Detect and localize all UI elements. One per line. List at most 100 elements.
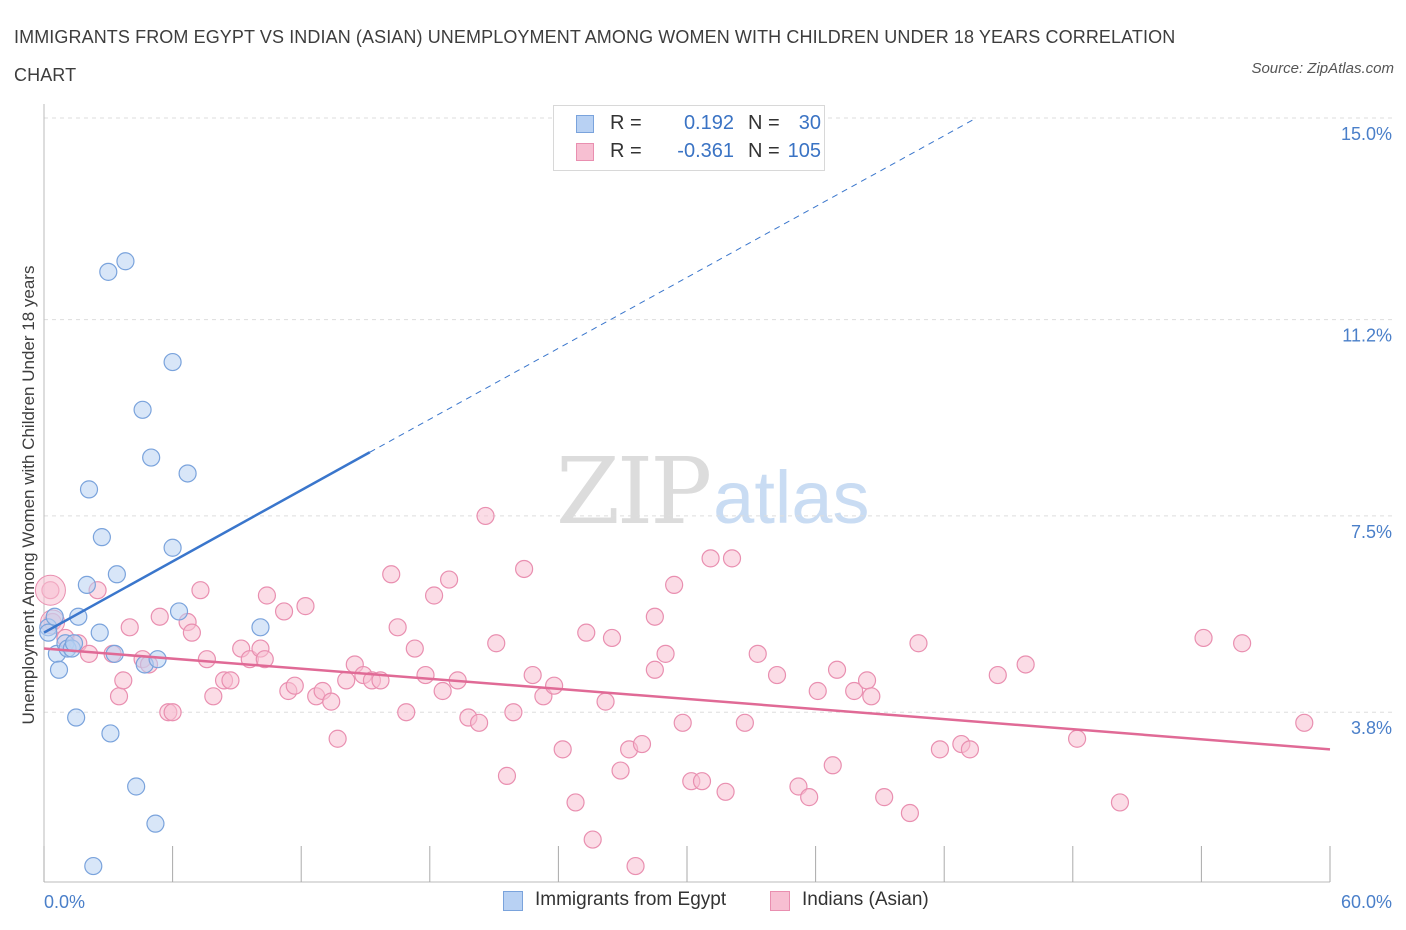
egypt-point bbox=[163, 538, 182, 557]
n-label: N = bbox=[748, 112, 780, 134]
indian-point bbox=[626, 856, 645, 876]
egypt-point bbox=[251, 618, 270, 637]
indian-point bbox=[424, 586, 444, 605]
indian-point bbox=[328, 729, 347, 748]
indian-point bbox=[827, 660, 847, 679]
egypt-point bbox=[84, 856, 103, 876]
indian-point bbox=[808, 681, 827, 701]
n-value: 30 bbox=[798, 112, 821, 134]
egypt-point bbox=[107, 565, 126, 584]
indian-point bbox=[602, 628, 622, 648]
grid-lines bbox=[44, 117, 1392, 713]
indian-point bbox=[1110, 793, 1130, 812]
egypt-point bbox=[90, 623, 109, 642]
egypt-point bbox=[142, 448, 161, 467]
indian-point bbox=[109, 687, 129, 706]
indian-point bbox=[405, 639, 424, 658]
r-value: 0.192 bbox=[683, 112, 734, 134]
egypt-legend-swatch bbox=[503, 891, 523, 911]
legend-label-egypt: Immigrants from Egypt bbox=[535, 889, 727, 910]
indian-point bbox=[645, 607, 664, 626]
indian-point bbox=[701, 549, 720, 568]
egypt-point bbox=[163, 352, 182, 372]
indian-point bbox=[909, 634, 928, 653]
indian-point bbox=[388, 618, 407, 637]
indian-point bbox=[382, 565, 401, 584]
indian-point bbox=[504, 703, 523, 722]
egypt-point bbox=[116, 252, 135, 271]
indian-point bbox=[296, 597, 315, 616]
egypt-point bbox=[169, 602, 189, 621]
egypt-point bbox=[133, 400, 152, 419]
egypt-point bbox=[49, 660, 69, 679]
indian-point bbox=[665, 575, 684, 594]
indian-point bbox=[163, 703, 182, 722]
egypt-swatch bbox=[576, 115, 594, 133]
egypt-point bbox=[146, 814, 165, 833]
indian-point bbox=[800, 788, 819, 807]
indian-point bbox=[476, 506, 495, 526]
indian-point bbox=[632, 734, 652, 754]
indian-point bbox=[673, 713, 692, 732]
indian-point bbox=[221, 671, 240, 690]
series-indians-asian bbox=[34, 506, 1314, 876]
egypt-point bbox=[79, 480, 99, 499]
indian-point bbox=[930, 740, 950, 759]
indian-point bbox=[274, 602, 294, 621]
r-value: -0.361 bbox=[677, 140, 734, 162]
egypt-point bbox=[178, 464, 197, 483]
indian-point bbox=[960, 740, 980, 759]
y-tick-label: 15.0% bbox=[1341, 124, 1392, 144]
indian-point bbox=[1016, 655, 1035, 674]
indian-point bbox=[875, 788, 894, 807]
source-label: Source: ZipAtlas.com bbox=[1251, 60, 1394, 77]
indian-point bbox=[988, 665, 1007, 685]
indian-point bbox=[285, 676, 304, 695]
indian-point bbox=[545, 676, 564, 695]
indian-point bbox=[577, 623, 596, 642]
stats-legend: R = 0.192 N = 30 R = -0.361 N = 105 bbox=[553, 105, 825, 171]
indian-point bbox=[767, 665, 787, 685]
y-axis-label: Unemployment Among Women with Children U… bbox=[19, 266, 38, 725]
indian-point bbox=[645, 660, 664, 679]
indian-point bbox=[114, 671, 133, 690]
legend-label-indian: Indians (Asian) bbox=[802, 889, 929, 910]
indian-point bbox=[204, 687, 223, 706]
indian-point bbox=[322, 692, 341, 711]
indian-point bbox=[416, 665, 435, 685]
indian-point bbox=[735, 713, 754, 732]
indian-point bbox=[469, 713, 489, 732]
indian-point bbox=[566, 793, 585, 812]
trend-lines bbox=[43, 117, 1331, 751]
indian-point bbox=[1233, 634, 1252, 653]
indian-point bbox=[900, 803, 920, 823]
egypt-point bbox=[127, 777, 146, 796]
indian-point bbox=[1295, 713, 1314, 732]
indian-point bbox=[716, 782, 735, 801]
y-tick-label: 11.2% bbox=[1342, 326, 1392, 346]
indian-point bbox=[722, 549, 742, 568]
indian-point bbox=[845, 681, 864, 701]
r-label: R = bbox=[610, 112, 642, 134]
egypt-point bbox=[101, 724, 120, 743]
x-tick-label-min: 0.0% bbox=[44, 892, 85, 912]
r-label: R = bbox=[610, 140, 642, 162]
indian-point bbox=[823, 756, 842, 775]
legend-item-egypt[interactable]: Immigrants from Egypt bbox=[503, 888, 763, 916]
indian-point bbox=[523, 665, 542, 685]
indian-point bbox=[1067, 729, 1087, 748]
indian-point bbox=[497, 766, 517, 785]
indian-point bbox=[611, 761, 630, 780]
egypt-point bbox=[45, 607, 64, 626]
indian-point bbox=[862, 687, 881, 706]
indian-point bbox=[596, 692, 615, 711]
n-label: N = bbox=[748, 140, 780, 162]
x-tick-label-max: 60.0% bbox=[1341, 892, 1392, 912]
legend-item-indian[interactable]: Indians (Asian) bbox=[770, 888, 970, 916]
indian-point bbox=[191, 581, 210, 600]
egypt-trend-line bbox=[43, 451, 371, 634]
indian-point bbox=[257, 586, 277, 605]
egypt-trend-extension bbox=[369, 117, 977, 453]
indian-point bbox=[255, 650, 274, 669]
y-tick-label: 3.8% bbox=[1351, 718, 1392, 738]
